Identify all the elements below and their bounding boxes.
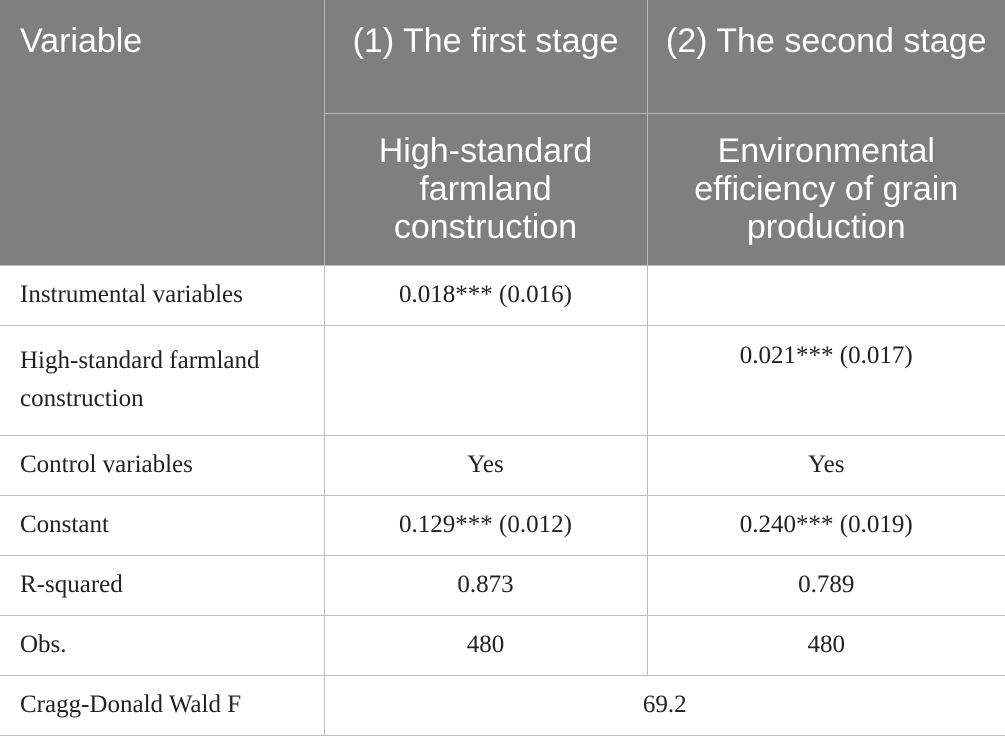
row-value-second: 0.240*** (0.019) (646, 494, 1005, 556)
table-header: Variable (1) The first stage (2) The sec… (0, 0, 1005, 265)
header-variable: Variable (0, 0, 325, 265)
header-row-stages: Variable (1) The first stage (2) The sec… (0, 0, 1005, 265)
row-value-second (646, 264, 1005, 326)
row-label: R-squared (0, 554, 325, 616)
row-value-first (323, 324, 648, 436)
footer-row: Cragg-Donald Wald F 69.2 (0, 674, 1005, 736)
row-value-first: 0.018*** (0.016) (323, 264, 648, 326)
row-label: Instrumental variables (0, 264, 325, 326)
row-value-second: 0.789 (646, 554, 1005, 616)
row-value-second: Yes (646, 434, 1005, 496)
row-label: Control variables (0, 434, 325, 496)
row-value-first: 0.873 (323, 554, 648, 616)
table-row: Obs. 480 480 (0, 614, 1005, 676)
table-row: R-squared 0.873 0.789 (0, 554, 1005, 616)
regression-results-table: Variable (1) The first stage (2) The sec… (0, 0, 1005, 736)
row-label: Constant (0, 494, 325, 556)
row-value-first: Yes (323, 434, 648, 496)
header-second-stage: (2) The second stage (647, 0, 1005, 113)
table-row: Constant 0.129*** (0.012) 0.240*** (0.01… (0, 494, 1005, 556)
header-row-dependent: High-standard farmland construction Envi… (0, 112, 1005, 265)
table-row: High-standard farmland construction 0.02… (0, 324, 1005, 436)
row-label: High-standard farmland construction (0, 324, 325, 436)
table-row: Instrumental variables 0.018*** (0.016) (0, 264, 1005, 326)
row-value-second: 480 (646, 614, 1005, 676)
table-row: Control variables Yes Yes (0, 434, 1005, 496)
footer-value: 69.2 (323, 674, 1005, 736)
table-body: Instrumental variables 0.018*** (0.016) … (0, 264, 1005, 736)
row-value-second: 0.021*** (0.017) (646, 324, 1005, 436)
row-value-first: 0.129*** (0.012) (323, 494, 648, 556)
footer-label: Cragg-Donald Wald F (0, 674, 325, 736)
header-dependent-second: Environmental efficiency of grain produc… (647, 112, 1005, 265)
header-dependent-first: High-standard farmland construction (324, 112, 648, 265)
header-first-stage: (1) The first stage (324, 0, 648, 113)
row-label: Obs. (0, 614, 325, 676)
row-value-first: 480 (323, 614, 648, 676)
